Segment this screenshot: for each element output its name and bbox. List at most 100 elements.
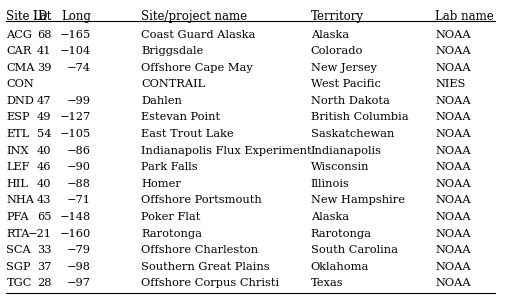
Text: 28: 28	[37, 278, 51, 288]
Text: −71: −71	[67, 196, 91, 205]
Text: Texas: Texas	[310, 278, 343, 288]
Text: ETL: ETL	[7, 129, 30, 139]
Text: Site ID: Site ID	[7, 10, 48, 23]
Text: New Jersey: New Jersey	[310, 63, 377, 73]
Text: ESP: ESP	[7, 112, 30, 123]
Text: NOAA: NOAA	[435, 63, 471, 73]
Text: −21: −21	[27, 229, 51, 239]
Text: CON: CON	[7, 79, 34, 89]
Text: Homer: Homer	[141, 179, 181, 189]
Text: Lat: Lat	[32, 10, 51, 23]
Text: Offshore Cape May: Offshore Cape May	[141, 63, 253, 73]
Text: −79: −79	[67, 245, 91, 255]
Text: Rarotonga: Rarotonga	[141, 229, 202, 239]
Text: −165: −165	[60, 30, 91, 39]
Text: NOAA: NOAA	[435, 212, 471, 222]
Text: −148: −148	[60, 212, 91, 222]
Text: Briggsdale: Briggsdale	[141, 46, 203, 56]
Text: 41: 41	[37, 46, 51, 56]
Text: Oklahoma: Oklahoma	[310, 262, 369, 272]
Text: Lab name: Lab name	[435, 10, 494, 23]
Text: NHA: NHA	[7, 196, 35, 205]
Text: NOAA: NOAA	[435, 146, 471, 156]
Text: East Trout Lake: East Trout Lake	[141, 129, 234, 139]
Text: 49: 49	[37, 112, 51, 123]
Text: CONTRAIL: CONTRAIL	[141, 79, 205, 89]
Text: −105: −105	[60, 129, 91, 139]
Text: NOAA: NOAA	[435, 162, 471, 172]
Text: Southern Great Plains: Southern Great Plains	[141, 262, 270, 272]
Text: Poker Flat: Poker Flat	[141, 212, 201, 222]
Text: SCA: SCA	[7, 245, 31, 255]
Text: Indianapolis Flux Experiment: Indianapolis Flux Experiment	[141, 146, 312, 156]
Text: NOAA: NOAA	[435, 46, 471, 56]
Text: Alaska: Alaska	[310, 212, 349, 222]
Text: −90: −90	[67, 162, 91, 172]
Text: DND: DND	[7, 96, 34, 106]
Text: −88: −88	[67, 179, 91, 189]
Text: NOAA: NOAA	[435, 179, 471, 189]
Text: ACG: ACG	[7, 30, 33, 39]
Text: −160: −160	[60, 229, 91, 239]
Text: Wisconsin: Wisconsin	[310, 162, 369, 172]
Text: NOAA: NOAA	[435, 196, 471, 205]
Text: 54: 54	[37, 129, 51, 139]
Text: British Columbia: British Columbia	[310, 112, 408, 123]
Text: −97: −97	[67, 278, 91, 288]
Text: Colorado: Colorado	[310, 46, 363, 56]
Text: Territory: Territory	[310, 10, 363, 23]
Text: Park Falls: Park Falls	[141, 162, 197, 172]
Text: 65: 65	[37, 212, 51, 222]
Text: 40: 40	[37, 179, 51, 189]
Text: Alaska: Alaska	[310, 30, 349, 39]
Text: Dahlen: Dahlen	[141, 96, 182, 106]
Text: INX: INX	[7, 146, 29, 156]
Text: 40: 40	[37, 146, 51, 156]
Text: CMA: CMA	[7, 63, 35, 73]
Text: Rarotonga: Rarotonga	[310, 229, 372, 239]
Text: Illinois: Illinois	[310, 179, 350, 189]
Text: CAR: CAR	[7, 46, 32, 56]
Text: HIL: HIL	[7, 179, 29, 189]
Text: 47: 47	[37, 96, 51, 106]
Text: 68: 68	[37, 30, 51, 39]
Text: −74: −74	[67, 63, 91, 73]
Text: Estevan Point: Estevan Point	[141, 112, 220, 123]
Text: NOAA: NOAA	[435, 278, 471, 288]
Text: SGP: SGP	[7, 262, 31, 272]
Text: PFA: PFA	[7, 212, 29, 222]
Text: NOAA: NOAA	[435, 129, 471, 139]
Text: West Pacific: West Pacific	[310, 79, 381, 89]
Text: TGC: TGC	[7, 278, 32, 288]
Text: Offshore Portsmouth: Offshore Portsmouth	[141, 196, 262, 205]
Text: RTA: RTA	[7, 229, 30, 239]
Text: NOAA: NOAA	[435, 229, 471, 239]
Text: New Hampshire: New Hampshire	[310, 196, 405, 205]
Text: Indianapolis: Indianapolis	[310, 146, 382, 156]
Text: 43: 43	[37, 196, 51, 205]
Text: 39: 39	[37, 63, 51, 73]
Text: 33: 33	[37, 245, 51, 255]
Text: 46: 46	[37, 162, 51, 172]
Text: Offshore Charleston: Offshore Charleston	[141, 245, 258, 255]
Text: Site/project name: Site/project name	[141, 10, 247, 23]
Text: −127: −127	[60, 112, 91, 123]
Text: South Carolina: South Carolina	[310, 245, 398, 255]
Text: −104: −104	[60, 46, 91, 56]
Text: NOAA: NOAA	[435, 112, 471, 123]
Text: Offshore Corpus Christi: Offshore Corpus Christi	[141, 278, 279, 288]
Text: NOAA: NOAA	[435, 96, 471, 106]
Text: NOAA: NOAA	[435, 245, 471, 255]
Text: NOAA: NOAA	[435, 262, 471, 272]
Text: North Dakota: North Dakota	[310, 96, 389, 106]
Text: LEF: LEF	[7, 162, 30, 172]
Text: 37: 37	[37, 262, 51, 272]
Text: Coast Guard Alaska: Coast Guard Alaska	[141, 30, 256, 39]
Text: −98: −98	[67, 262, 91, 272]
Text: Saskatchewan: Saskatchewan	[310, 129, 394, 139]
Text: −86: −86	[67, 146, 91, 156]
Text: −99: −99	[67, 96, 91, 106]
Text: NIES: NIES	[435, 79, 466, 89]
Text: Long: Long	[61, 10, 91, 23]
Text: NOAA: NOAA	[435, 30, 471, 39]
